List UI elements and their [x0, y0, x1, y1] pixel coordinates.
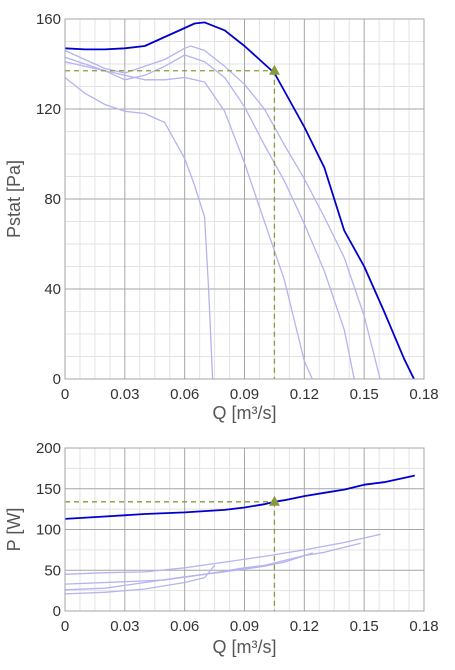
pressure-curve-main	[65, 21, 415, 379]
pressure-plot-series	[65, 21, 415, 379]
pressure-plot-frame	[64, 18, 425, 380]
power-curve-1	[65, 533, 381, 575]
x-tick-label: 0.18	[409, 618, 438, 635]
x-tick-label: 0.12	[290, 618, 319, 635]
y-axis-label: Pstat [Pa]	[4, 160, 24, 238]
power-curve-4	[65, 564, 216, 595]
y-axis-label: P [W]	[4, 508, 24, 552]
x-axis-label: Q [m³/s]	[213, 403, 277, 423]
x-tick-label: 0.15	[350, 386, 379, 403]
x-tick-label: 0.03	[110, 386, 139, 403]
y-tick-label: 50	[44, 562, 61, 579]
x-tick-label: 0.09	[230, 618, 259, 635]
x-tick-label: 0.03	[110, 618, 139, 635]
x-tick-label: 0.15	[350, 618, 379, 635]
y-tick-label: 100	[36, 522, 61, 539]
x-tick-label: 0.12	[290, 386, 319, 403]
y-tick-label: 160	[36, 11, 61, 28]
pressure-curve-1	[65, 45, 381, 379]
y-tick-label: 0	[53, 603, 61, 620]
y-tick-label: 150	[36, 481, 61, 498]
x-axis-label: Q [m³/s]	[213, 637, 277, 657]
pressure-chart: 0 0.03 0.06 0.09 0.12 0.15 0.18 0 40 80 120 160 Q [m…	[4, 11, 439, 423]
pressure-curve-3	[65, 61, 313, 379]
pressure-curve-2	[65, 54, 355, 379]
y-tick-label: 200	[36, 440, 61, 457]
power-curve-3	[65, 552, 313, 591]
x-tick-label: 0.18	[409, 386, 438, 403]
y-tick-label: 0	[53, 371, 61, 388]
x-tick-label: 0	[61, 386, 69, 403]
x-tick-label: 0.09	[230, 386, 259, 403]
y-tick-label: 40	[44, 281, 61, 298]
operating-point-marker	[268, 495, 280, 506]
y-tick-label: 120	[36, 101, 61, 118]
power-chart: 0 0.03 0.06 0.09 0.12 0.15 0.18 0 50 100 150 200 Q […	[4, 440, 439, 657]
power-plot-frame	[64, 447, 425, 612]
x-tick-label: 0.06	[170, 386, 199, 403]
operating-point-marker	[268, 64, 280, 75]
x-tick-label: 0	[61, 618, 69, 635]
power-curve-2	[65, 542, 361, 585]
x-tick-label: 0.06	[170, 618, 199, 635]
pressure-curve-4	[65, 76, 214, 379]
y-tick-label: 80	[44, 191, 61, 208]
